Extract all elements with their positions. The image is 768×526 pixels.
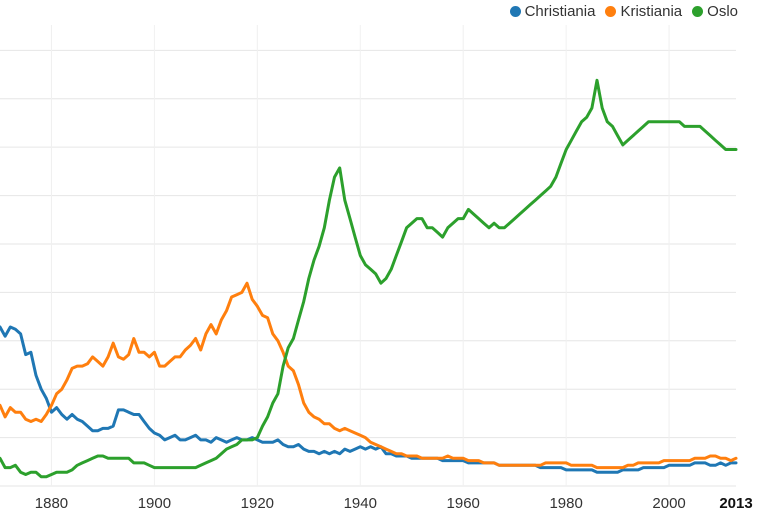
legend-item-kristiania[interactable]: Kristiania	[605, 3, 682, 20]
legend-swatch	[605, 5, 617, 17]
x-axis: 1880 1900 1920 1940 1960 1980 2000 2013	[35, 495, 753, 512]
series-line-christiania[interactable]	[0, 325, 738, 474]
legend-label: Kristiania	[620, 2, 683, 20]
legend-label: Oslo	[707, 2, 738, 20]
legend-swatch	[509, 5, 521, 17]
series-line-oslo[interactable]	[0, 78, 738, 479]
legend-item-oslo[interactable]: Oslo	[692, 3, 738, 20]
x-end-label: 2013	[719, 495, 752, 512]
x-tick-label: 2000	[652, 495, 685, 512]
legend-item-christiania[interactable]: Christiania	[509, 2, 596, 20]
series-line-kristiania[interactable]	[0, 281, 738, 470]
x-tick-label: 1900	[138, 495, 171, 512]
x-tick-label: 1960	[447, 495, 480, 512]
x-tick-label: 1880	[35, 495, 68, 512]
legend: Christiania Kristiania Oslo	[509, 0, 738, 22]
x-tick-label: 1940	[344, 495, 377, 512]
x-tick-label: 1920	[241, 495, 274, 512]
legend-label: Christiania	[524, 2, 596, 20]
gridlines	[0, 25, 736, 487]
legend-swatch	[692, 5, 704, 17]
x-tick-label: 1980	[549, 495, 582, 512]
series-lines	[0, 78, 738, 479]
